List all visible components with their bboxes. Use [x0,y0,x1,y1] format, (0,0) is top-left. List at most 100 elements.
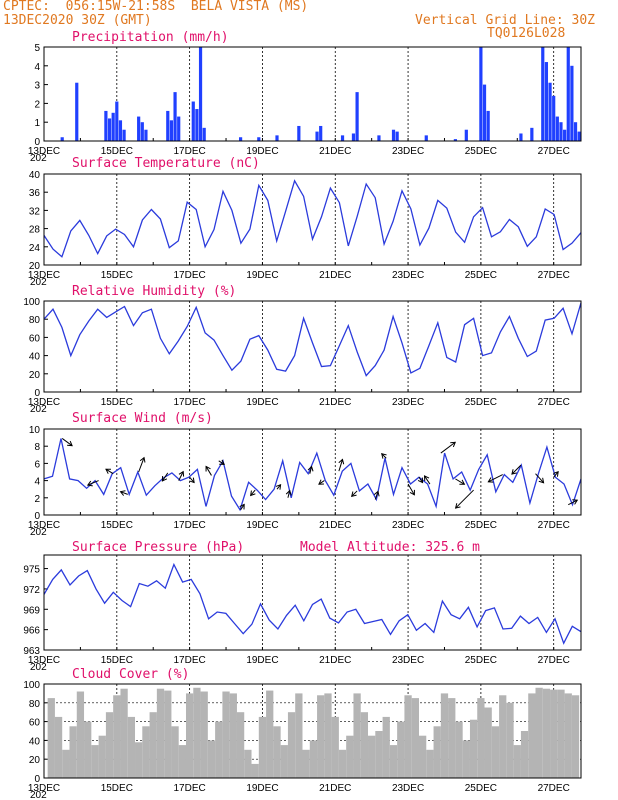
temp-ytick-label: 32 [29,206,41,217]
cloud-bar [135,742,143,778]
rh-xtick-label: 27DEC [538,397,570,408]
cloud-ytick-label: 100 [23,680,40,691]
cloud-bar [455,721,463,778]
precip-bar [144,129,148,141]
cloud-bar [499,695,507,778]
rh-xtick-label: 15DEC [101,397,133,408]
wind-vector [381,453,387,459]
cloud-ytick-label: 80 [29,699,41,710]
cloud-bar [368,735,376,778]
precip-bar [548,82,552,141]
temp-xtick-label: 25DEC [465,270,497,281]
precip-ytick-label: 1 [34,118,40,129]
cloud-bar [142,726,150,778]
wind-vector [407,483,415,496]
precip-title: Precipitation (mm/h) [72,30,229,45]
precip-bar [395,131,399,141]
cloud-bar [127,716,136,778]
header-date: 13DEC2020 30Z (GMT) [3,13,152,28]
wind-vector [455,489,474,509]
cloud-bar [149,712,157,778]
rh-year-label: 202 [30,404,47,415]
pressure-xtick-label: 17DEC [174,655,206,666]
wind-vector-head [318,479,324,485]
rh-ytick-label: 40 [29,352,41,363]
rh-ytick-label: 20 [29,370,41,381]
cloud-bar [440,693,449,778]
cloud-bar [513,745,521,778]
pressure-year-label: 202 [30,662,47,673]
temp-ytick-label: 40 [29,170,41,181]
precip-xtick-label: 21DEC [319,146,351,157]
cloud-ytick-label: 20 [29,755,41,766]
temp-ytick-label: 36 [29,188,41,199]
cloud-bar [338,749,347,778]
cloud-bar [389,745,398,778]
pressure-ytick-label: 966 [23,626,40,637]
cloud-bar [426,749,434,778]
precip-ytick-label: 5 [34,43,40,54]
rh-ytick-label: 100 [23,297,40,308]
wind-vector-head [417,477,424,484]
cloud-bar [382,716,390,778]
wind-vector [105,468,114,475]
precip-bar [355,92,359,141]
wind-vector [240,504,245,511]
wind-vector-head [409,489,415,496]
precip-bar [198,47,203,141]
cloud-bar [557,689,565,778]
cloud-bar [229,693,237,778]
cloud-bar [178,745,186,778]
cloud-bar [360,712,369,778]
precip-bar [104,110,108,141]
cloud-bar [477,698,485,778]
wind-ytick-label: 2 [34,494,40,505]
cloud-bar [550,689,558,778]
cloud-bar [324,693,332,778]
cloud-bar [200,691,208,778]
pressure-ytick-label: 963 [23,646,40,657]
precip-xtick-label: 27DEC [538,146,570,157]
precip-bar [75,82,79,141]
precip-bar [340,135,345,141]
temp-xtick-label: 19DEC [246,270,278,281]
precip-bar [238,137,243,141]
temp-xtick-label: 21DEC [319,270,351,281]
cloud-xtick-label: 15DEC [101,783,133,794]
wind-vector-head [373,490,380,497]
cloud-bar [418,735,427,778]
precip-ytick-label: 3 [34,81,40,92]
cloud-bar [346,735,354,778]
wind-vector-head [381,453,387,459]
wind-vector-head [307,465,314,472]
precip-year-label: 202 [30,153,47,164]
cloud-bar [91,745,99,778]
cloud-bar [317,695,325,778]
cloud-ytick-label: 0 [34,774,40,785]
cloud-bar [273,726,281,778]
wind-vector [309,466,313,474]
precip-bar [319,125,323,141]
wind-xtick-label: 25DEC [465,520,497,531]
cloud-bar [411,698,419,778]
precip-bar [559,122,563,141]
rh-frame [43,300,582,393]
cloud-bar [397,721,405,778]
precip-bar [377,135,381,141]
temp-ytick-label: 20 [29,261,41,272]
wind-vector-head [454,503,461,509]
cloud-bar [120,688,128,778]
wind-vector-head [67,440,73,447]
wind-vector [455,478,465,485]
temp-frame [43,173,582,266]
cloud-bar [113,695,121,778]
wind-vector [511,464,522,475]
wind-title: Surface Wind (m/s) [72,411,213,426]
cloud-bar [564,693,572,778]
wind-vector-head [423,475,430,481]
cloud-xtick-label: 25DEC [465,783,497,794]
wind-vector [418,476,424,483]
cloud-bar [98,735,106,778]
rh-xtick-label: 17DEC [174,397,206,408]
